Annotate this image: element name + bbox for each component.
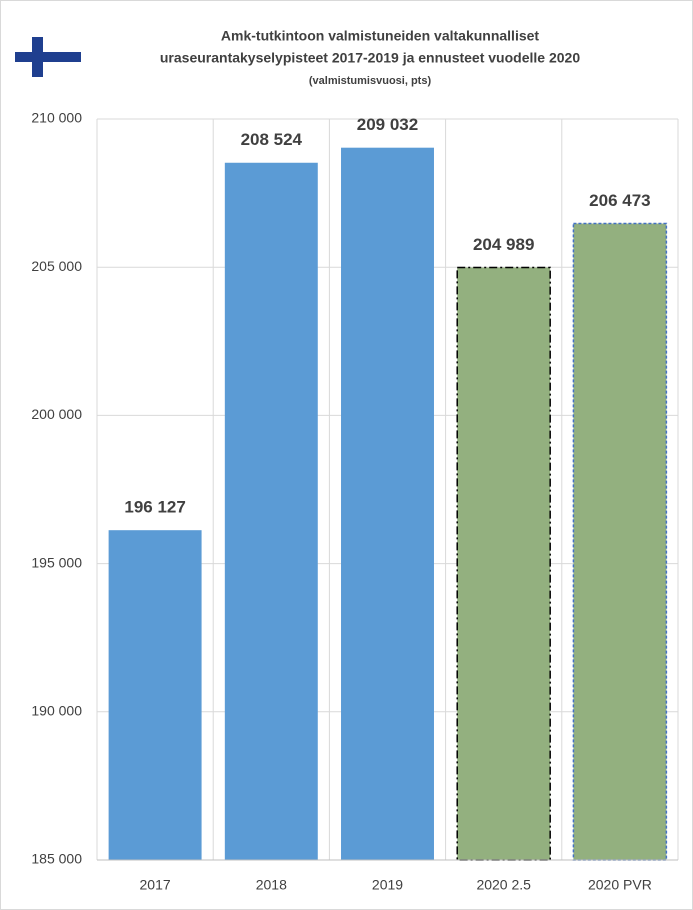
bar <box>341 147 434 860</box>
flag <box>15 37 81 77</box>
chart-subtitle: (valmistumisvuosi, pts) <box>309 75 432 87</box>
x-tick-label: 2017 <box>140 877 171 893</box>
x-tick-label: 2018 <box>256 877 287 893</box>
x-tick-label: 2020 PVR <box>588 877 652 893</box>
y-tick-label: 190 000 <box>31 703 82 719</box>
y-tick-label: 185 000 <box>31 851 82 867</box>
chart-title: Amk-tutkintoon valmistuneiden valtakunna… <box>221 28 540 44</box>
value-label: 209 032 <box>357 115 418 134</box>
bar <box>456 266 551 861</box>
value-label: 196 127 <box>124 498 185 517</box>
bar <box>224 162 318 860</box>
chart-title: uraseurantakyselypisteet 2017-2019 ja en… <box>160 50 580 66</box>
bar <box>108 530 202 860</box>
x-tick-label: 2019 <box>372 877 403 893</box>
y-tick-label: 200 000 <box>31 406 82 422</box>
y-tick-label: 195 000 <box>31 554 82 570</box>
bar <box>572 222 668 861</box>
value-label: 208 524 <box>241 130 303 149</box>
x-tick-label: 2020 2.5 <box>476 877 531 893</box>
y-tick-label: 205 000 <box>31 258 82 274</box>
y-tick-label: 210 000 <box>31 110 82 126</box>
value-label: 204 989 <box>473 235 534 254</box>
value-label: 206 473 <box>589 191 650 210</box>
